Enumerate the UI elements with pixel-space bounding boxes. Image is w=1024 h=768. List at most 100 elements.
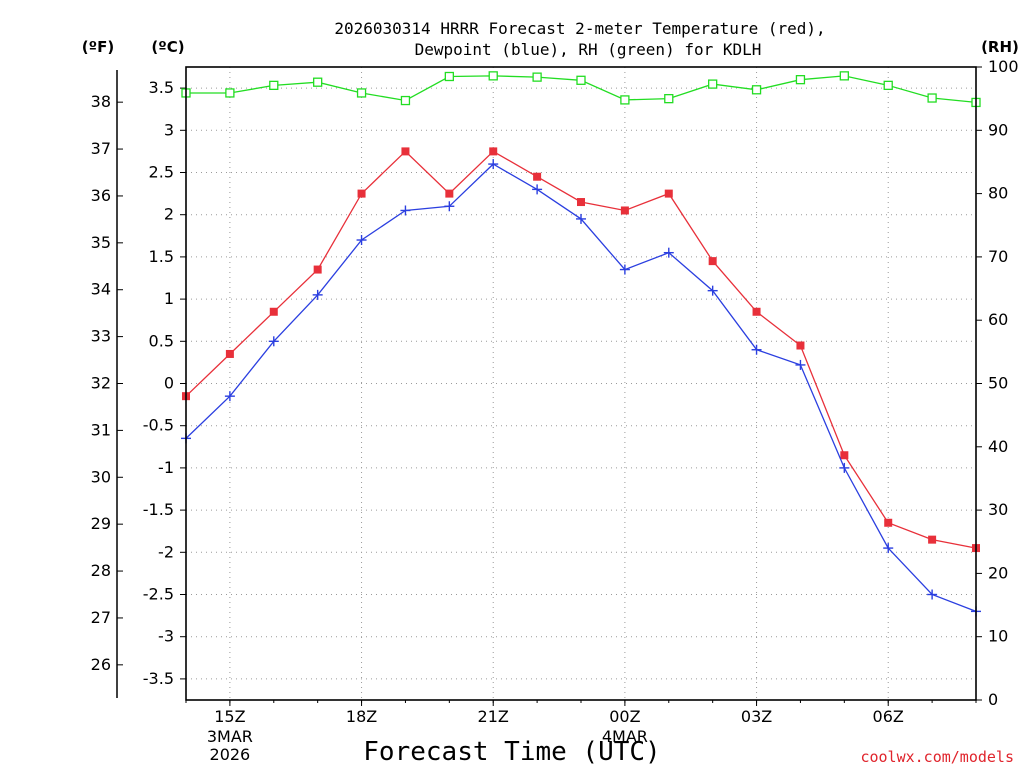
- chart-title-line1: 2026030314 HRRR Forecast 2-meter Tempera…: [334, 19, 825, 38]
- date-label: 4MAR: [602, 727, 648, 746]
- temperature-point: [577, 198, 585, 207]
- rh-point: [751, 85, 762, 95]
- rh-tick-label: 0: [988, 690, 998, 709]
- f-tick-label: 29: [91, 514, 111, 533]
- f-tick-label: 38: [91, 92, 111, 111]
- grid-layer: [186, 67, 976, 700]
- series-layer: [181, 71, 981, 617]
- x-tick-label: 15Z: [214, 707, 245, 726]
- x-tick-label: 00Z: [609, 707, 640, 726]
- f-tick-label: 26: [91, 655, 111, 674]
- dewpoint-point: [444, 201, 455, 212]
- c-tick-label: -1: [158, 458, 174, 477]
- rh-point: [532, 72, 542, 82]
- dewpoint-point: [268, 336, 279, 347]
- dewpoint-point: [751, 344, 762, 355]
- x-tick-label: 18Z: [346, 707, 377, 726]
- rh-tick-label: 10: [988, 627, 1008, 646]
- f-tick-label: 35: [91, 233, 111, 252]
- date-label: 2026: [210, 745, 251, 764]
- temperature-point: [928, 535, 937, 544]
- temperature-point: [884, 518, 893, 527]
- temperature-point: [313, 265, 322, 274]
- rh-point: [795, 75, 806, 85]
- rh-point: [927, 93, 937, 103]
- c-tick-label: 3: [164, 120, 174, 139]
- rh-point: [488, 71, 498, 81]
- temperature-point: [489, 147, 498, 156]
- rh-point: [400, 95, 411, 106]
- rh-unit-label: (RH): [981, 38, 1019, 56]
- f-tick-label: 27: [91, 608, 111, 627]
- dewpoint-point: [839, 462, 850, 473]
- temperature-point: [796, 341, 805, 350]
- f-tick-label: 33: [91, 327, 111, 346]
- temperature-point: [225, 349, 234, 358]
- temperature-line: [185, 150, 977, 549]
- temperature-point: [269, 307, 278, 316]
- c-tick-label: -3: [158, 627, 174, 646]
- f-tick-label: 36: [91, 186, 111, 205]
- x-tick-label: 03Z: [741, 707, 772, 726]
- c-tick-label: 1: [164, 289, 174, 308]
- c-tick-label: 1.5: [149, 247, 174, 266]
- x-tick-label: 06Z: [873, 707, 904, 726]
- rh-point: [883, 80, 893, 91]
- dewpoint-point: [795, 359, 806, 370]
- rh-tick-label: 70: [988, 247, 1008, 266]
- c-tick-label: 0.5: [149, 331, 174, 350]
- dewpoint-point: [532, 184, 543, 195]
- temperature-point: [445, 189, 454, 198]
- c-tick-label: 0: [164, 374, 174, 393]
- rh-point: [356, 88, 367, 98]
- dewpoint-point: [883, 543, 894, 554]
- rh-tick-label: 40: [988, 437, 1008, 456]
- rh-tick-label: 90: [988, 120, 1008, 139]
- x-tick-label: 21Z: [478, 707, 509, 726]
- fahrenheit-unit-label: (ºF): [82, 38, 114, 56]
- x-axis-title: Forecast Time (UTC): [363, 737, 660, 767]
- f-tick-label: 30: [91, 467, 111, 486]
- c-tick-label: -0.5: [143, 416, 174, 435]
- dewpoint-point: [224, 391, 235, 402]
- dewpoint-point: [663, 247, 674, 258]
- plot-frame: [185, 66, 977, 701]
- rh-point: [620, 95, 630, 105]
- f-tick-label: 37: [91, 139, 111, 158]
- dewpoint-point: [312, 289, 323, 300]
- temperature-point: [708, 257, 717, 266]
- rh-point: [225, 88, 235, 98]
- temperature-point: [401, 147, 410, 156]
- c-tick-label: 3.5: [149, 78, 174, 97]
- c-tick-label: -3.5: [143, 669, 174, 688]
- temperature-point: [533, 172, 542, 181]
- credit-text: coolwx.com/models: [860, 748, 1014, 766]
- f-tick-label: 28: [91, 561, 111, 580]
- dewpoint-point: [927, 589, 938, 600]
- rh-tick-label: 30: [988, 500, 1008, 519]
- dewpoint-point: [576, 213, 586, 224]
- f-tick-label: 32: [91, 374, 111, 393]
- c-tick-label: -2: [158, 542, 174, 561]
- dewpoint-point: [707, 285, 718, 296]
- c-tick-label: 2.5: [149, 163, 174, 182]
- temperature-point: [620, 206, 629, 215]
- rh-point: [313, 77, 323, 87]
- f-tick-label: 34: [91, 280, 111, 299]
- rh-tick-label: 100: [988, 57, 1019, 76]
- c-tick-label: -1.5: [143, 500, 174, 519]
- temperature-point: [664, 189, 673, 198]
- dewpoint-line: [185, 163, 977, 613]
- c-tick-label: -2.5: [143, 585, 174, 604]
- rh-point: [708, 79, 718, 89]
- temperature-point: [357, 189, 366, 198]
- tick-label-layer: 3.5 3 2.5 2 1.5 1 0.5 0 -0.5 -1 -1.5 -2 -2.5 -3 -3.5 38…: [91, 57, 1019, 764]
- rh-point: [269, 80, 279, 91]
- celsius-unit-label: (ºC): [151, 38, 184, 56]
- dewpoint-point: [488, 159, 499, 170]
- rh-point: [444, 71, 454, 82]
- rh-tick-label: 20: [988, 563, 1008, 582]
- dewpoint-point: [619, 264, 630, 275]
- rh-point: [664, 94, 674, 104]
